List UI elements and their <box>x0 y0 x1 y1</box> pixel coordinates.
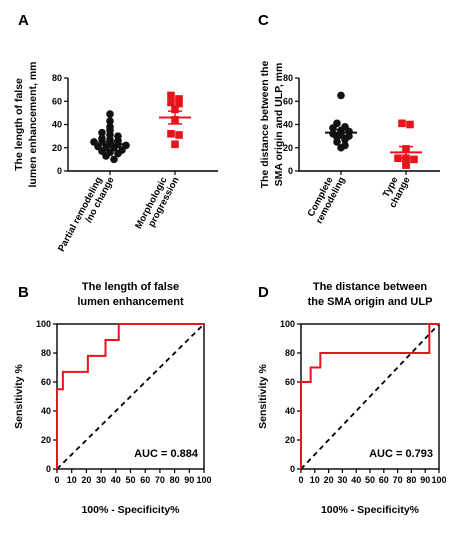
y-axis-label: lumen enhancement, mm <box>27 61 39 187</box>
data-point <box>98 128 106 137</box>
y-tick-label: 0 <box>288 166 293 176</box>
plot-title: lumen enhancement <box>77 296 184 308</box>
data-point <box>341 141 349 150</box>
data-point <box>341 123 349 131</box>
data-point <box>98 134 106 143</box>
plot-title: the SMA origin and ULP <box>308 296 433 308</box>
y-tick-label: 60 <box>283 96 293 106</box>
x-tick-label: 90 <box>420 475 430 485</box>
panel-d: D The distance between the SMA origin and … <box>257 281 447 516</box>
y-tick-label: 100 <box>36 319 51 329</box>
panel-c: C 0 20 40 60 80 The distance between the SMA or… <box>258 12 440 226</box>
y-tick-label: 80 <box>41 348 51 358</box>
y-tick-label: 20 <box>41 435 51 445</box>
panel-letter: D <box>258 284 269 301</box>
y-tick-label: 80 <box>285 348 295 358</box>
x-tick-label: 50 <box>365 475 375 485</box>
data-point <box>167 91 175 100</box>
x-tick-label: 10 <box>67 475 77 485</box>
data-point <box>410 155 418 164</box>
y-tick-label: 20 <box>283 143 293 153</box>
data-point <box>167 98 175 107</box>
y-tick-label: 60 <box>52 96 62 106</box>
plot-title: The length of false <box>82 281 179 293</box>
x-tick-label: 70 <box>155 475 165 485</box>
data-point <box>106 123 114 131</box>
panel-b: B The length of false lumen enhancement 0 20… <box>13 281 212 516</box>
y-tick-label: 80 <box>52 73 62 83</box>
y-tick-label: 0 <box>290 464 295 474</box>
y-axis-label: Sensitivity % <box>13 363 25 428</box>
data-point <box>114 132 122 140</box>
data-point <box>122 141 130 150</box>
data-point <box>406 120 414 129</box>
data-point <box>394 154 402 163</box>
x-tick-label: 40 <box>351 475 361 485</box>
x-tick-label: 100 <box>431 475 446 485</box>
x-axis-label: 100% - Specificity% <box>81 504 180 516</box>
y-tick-label: 40 <box>52 120 62 130</box>
y-tick-label: 40 <box>41 406 51 416</box>
data-point <box>175 95 183 103</box>
y-tick-label: 0 <box>57 166 62 176</box>
y-tick-label: 20 <box>285 435 295 445</box>
x-tick-label: 100 <box>196 475 211 485</box>
x-tick-label: 10 <box>310 475 320 485</box>
data-point <box>110 155 118 164</box>
x-tick-label: 80 <box>170 475 180 485</box>
auc-label: AUC = 0.884 <box>134 448 199 460</box>
y-axis-label: SMA origin and ULP, mm <box>273 63 285 187</box>
reference-line <box>56 323 205 470</box>
y-tick-label: 80 <box>283 73 293 83</box>
x-tick-label: 50 <box>125 475 135 485</box>
data-point <box>171 140 179 149</box>
x-tick-label: 0 <box>298 475 303 485</box>
x-tick-label: 80 <box>406 475 416 485</box>
roc-curve <box>56 323 204 469</box>
x-tick-label: 20 <box>81 475 91 485</box>
x-tick-label: 60 <box>140 475 150 485</box>
x-tick-label: 0 <box>54 475 59 485</box>
y-tick-label: 0 <box>46 464 51 474</box>
panel-a: A 0 20 40 60 80 The length of false lumen enhan… <box>13 12 218 254</box>
data-point <box>167 130 175 138</box>
data-point <box>106 110 114 118</box>
y-tick-label: 40 <box>283 120 293 130</box>
roc-curve <box>300 323 439 469</box>
data-point <box>106 117 114 125</box>
data-point <box>398 119 406 128</box>
y-tick-label: 60 <box>285 377 295 387</box>
panel-letter: B <box>18 284 29 301</box>
data-point <box>337 91 345 100</box>
y-axis-label: The distance between the <box>259 60 271 188</box>
y-axis-label: The length of false <box>13 78 25 171</box>
x-axis-label: 100% - Specificity% <box>321 504 420 516</box>
data-point <box>175 131 183 139</box>
x-tick-label: 90 <box>184 475 194 485</box>
x-tick-label: 70 <box>393 475 403 485</box>
data-point <box>402 160 410 168</box>
panel-letter: A <box>18 12 29 29</box>
reference-line <box>300 323 440 470</box>
auc-label: AUC = 0.793 <box>369 448 433 460</box>
x-tick-label: 30 <box>337 475 347 485</box>
x-tick-label: 60 <box>379 475 389 485</box>
x-tick-label: 20 <box>324 475 334 485</box>
data-point <box>175 99 183 108</box>
data-point <box>333 119 341 128</box>
x-tick-label: 30 <box>96 475 106 485</box>
y-tick-label: 20 <box>52 143 62 153</box>
panel-letter: C <box>258 12 269 29</box>
plot-title: The distance between <box>313 281 428 293</box>
y-axis-label: Sensitivity % <box>257 363 269 428</box>
y-tick-label: 40 <box>285 406 295 416</box>
y-tick-label: 60 <box>41 377 51 387</box>
data-point <box>171 105 179 114</box>
y-tick-label: 100 <box>280 319 295 329</box>
x-tick-label: 40 <box>111 475 121 485</box>
